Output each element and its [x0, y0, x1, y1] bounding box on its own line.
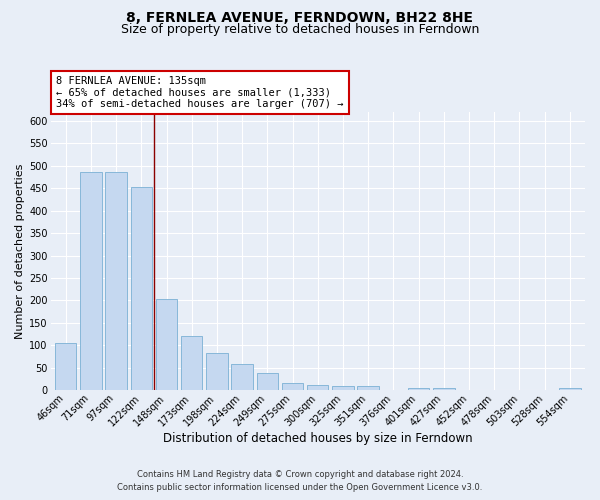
Text: Contains HM Land Registry data © Crown copyright and database right 2024.
Contai: Contains HM Land Registry data © Crown c… [118, 470, 482, 492]
X-axis label: Distribution of detached houses by size in Ferndown: Distribution of detached houses by size … [163, 432, 473, 445]
Bar [433, 388, 455, 390]
Bar [156, 300, 177, 390]
Bar [307, 384, 328, 390]
Bar [257, 373, 278, 390]
Bar [206, 354, 227, 390]
Bar [358, 386, 379, 390]
Bar [232, 364, 253, 390]
Bar [55, 343, 76, 390]
Text: 8, FERNLEA AVENUE, FERNDOWN, BH22 8HE: 8, FERNLEA AVENUE, FERNDOWN, BH22 8HE [127, 11, 473, 25]
Bar [131, 187, 152, 390]
Bar [106, 172, 127, 390]
Bar [282, 384, 303, 390]
Bar [559, 388, 581, 390]
Bar [181, 336, 202, 390]
Text: Size of property relative to detached houses in Ferndown: Size of property relative to detached ho… [121, 22, 479, 36]
Y-axis label: Number of detached properties: Number of detached properties [15, 164, 25, 338]
Bar [332, 386, 354, 390]
Bar [80, 172, 101, 390]
Text: 8 FERNLEA AVENUE: 135sqm
← 65% of detached houses are smaller (1,333)
34% of sem: 8 FERNLEA AVENUE: 135sqm ← 65% of detach… [56, 76, 343, 110]
Bar [408, 388, 430, 390]
